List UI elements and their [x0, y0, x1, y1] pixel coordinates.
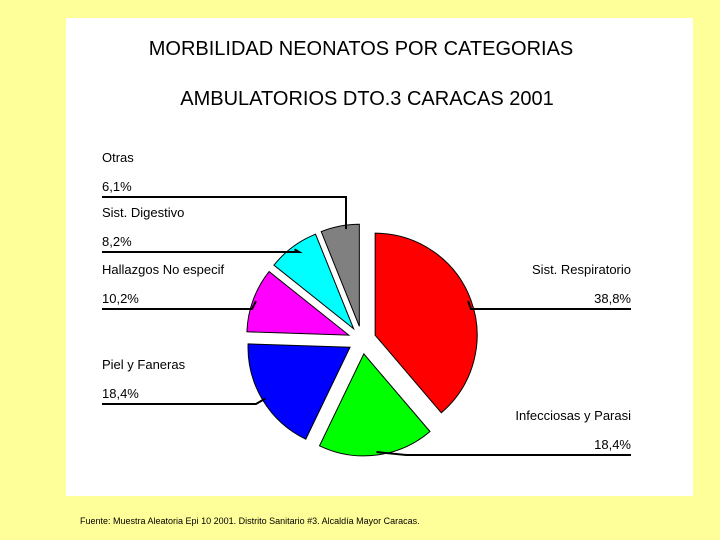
slice-label-2: Infecciosas y Parasi: [515, 408, 631, 423]
slice-value-6: 6,1%: [102, 179, 132, 194]
pie-chart: Sist. Respiratorio 38,8% Infecciosas y Par…: [102, 150, 631, 457]
leader-line-1: [467, 300, 631, 310]
slice-label-5: Sist. Digestivo: [102, 205, 184, 220]
pie-slice-1: [374, 232, 478, 414]
slice-labels: Sist. Respiratorio 38,8% Infecciosas y Par…: [102, 150, 631, 452]
leader-line-3: [102, 397, 266, 405]
chart-panel: MORBILIDAD NEONATOS POR CATEGORIAS AMBUL…: [66, 18, 693, 496]
pie-slice-5: [273, 233, 355, 331]
source-footnote: Fuente: Muestra Aleatoria Epi 10 2001. D…: [80, 516, 420, 526]
slice-label-6: Otras: [102, 150, 134, 165]
chart-title: MORBILIDAD NEONATOS POR CATEGORIAS: [148, 38, 574, 60]
slice-value-4: 10,2%: [102, 291, 139, 306]
leader-line-5: [102, 248, 303, 253]
slice-label-3: Piel y Faneras: [102, 357, 186, 372]
leader-line-6: [102, 196, 347, 230]
leader-line-2: [376, 451, 631, 456]
pie-slices: [246, 223, 478, 457]
pie-slice-2: [318, 352, 431, 457]
pie-slice-6: [320, 223, 360, 327]
slice-value-3: 18,4%: [102, 386, 139, 401]
slice-value-1: 38,8%: [594, 291, 631, 306]
chart-subtitle: AMBULATORIOS DTO.3 CARACAS 2001: [180, 88, 554, 110]
slice-value-5: 8,2%: [102, 234, 132, 249]
slice-label-4: Hallazgos No especif: [102, 262, 225, 277]
slice-label-1: Sist. Respiratorio: [532, 262, 631, 277]
leader-line-4: [102, 300, 257, 310]
slice-value-2: 18,4%: [594, 437, 631, 452]
leader-lines: [102, 196, 631, 456]
pie-slice-4: [246, 270, 351, 336]
